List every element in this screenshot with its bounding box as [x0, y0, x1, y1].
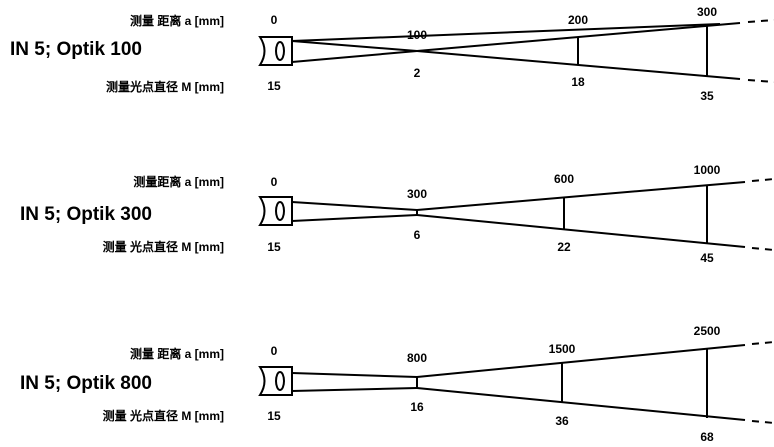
sensor-optic-icon [258, 36, 293, 66]
lens-icon [275, 201, 285, 221]
distance-value: 300 [696, 5, 718, 19]
distance-label: 测量 距离 a [mm] [129, 347, 224, 361]
beam-continuation [751, 178, 774, 182]
spot-size-label: 测量 光点直径 M [mm] [102, 409, 224, 423]
distance-value: 2500 [693, 324, 721, 338]
diagram-title: IN 5; Optik 100 [10, 39, 142, 60]
beam-cone-optik-800 [258, 341, 774, 424]
distance-value: 0 [270, 175, 278, 189]
beam-line-lower [291, 387, 418, 392]
beam-cone-optik-100 [258, 19, 774, 83]
beam-line-upper-far [416, 344, 746, 378]
distance-value: 0 [270, 344, 278, 358]
beam-continuation [751, 247, 774, 251]
beam-continuation [747, 79, 774, 83]
beam-edge-upper [291, 23, 721, 42]
spot-value: 15 [267, 409, 281, 423]
beam-cone-optik-300 [258, 178, 774, 251]
beam-line-lower [291, 214, 418, 222]
beam-line-upper [291, 372, 418, 378]
spot-value: 36 [555, 414, 569, 428]
distance-value: 100 [406, 28, 428, 42]
lens-icon [275, 41, 285, 61]
diagram-title: IN 5; Optik 300 [20, 204, 152, 225]
distance-value: 1500 [548, 342, 576, 356]
beam-continuation [751, 420, 774, 424]
spot-value: 6 [413, 228, 421, 242]
spot-size-label: 测量光点直径 M [mm] [106, 80, 224, 94]
spot-value: 15 [267, 240, 281, 254]
beam-line-upper [291, 40, 418, 52]
spot-value: 68 [700, 430, 714, 444]
spot-value: 35 [700, 89, 714, 103]
beam-line-lower-far [416, 387, 746, 421]
distance-value: 0 [270, 13, 278, 27]
spot-value: 45 [700, 251, 714, 265]
distance-label: 测量 距离 a [mm] [129, 14, 224, 28]
distance-value: 800 [406, 351, 428, 365]
spot-value: 2 [413, 66, 421, 80]
distance-label: 测量距离 a [mm] [133, 175, 224, 189]
diagram-title: IN 5; Optik 800 [20, 373, 152, 394]
beam-continuation [751, 341, 774, 345]
distance-value: 300 [406, 187, 428, 201]
distance-value: 1000 [693, 163, 721, 177]
lens-icon [275, 371, 285, 391]
sensor-optic-icon [258, 366, 293, 396]
spot-value: 16 [410, 400, 424, 414]
beam-continuation [747, 19, 774, 23]
beam-line-lower-far [416, 214, 746, 248]
distance-value: 200 [567, 13, 589, 27]
spot-value: 22 [557, 240, 571, 254]
beam-line-upper [291, 201, 418, 211]
beam-line-upper-far [416, 181, 746, 211]
sensor-optic-icon [258, 196, 293, 226]
spot-size-label: 测量 光点直径 M [mm] [102, 240, 224, 254]
distance-value: 600 [553, 172, 575, 186]
spot-value: 18 [571, 75, 585, 89]
spot-value: 15 [267, 79, 281, 93]
beam-line-lower [291, 50, 418, 63]
